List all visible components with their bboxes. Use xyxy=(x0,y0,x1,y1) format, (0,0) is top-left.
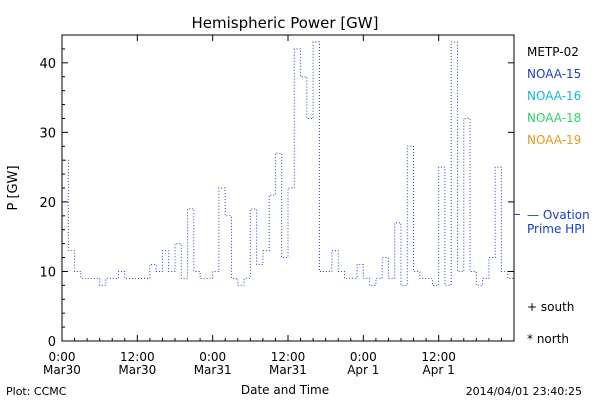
ovation-label: — Ovation Prime HPI xyxy=(527,208,590,236)
footer-timestamp: 2014/04/01 23:40:25 xyxy=(465,385,582,398)
y-tick-label-10: 10 xyxy=(39,265,56,280)
legend-noaa-19: NOAA-19 xyxy=(527,133,582,147)
y-tick-label-30: 30 xyxy=(39,126,56,141)
y-tick-label-20: 20 xyxy=(39,196,56,211)
legend: METP-02 NOAA-15 NOAA-16 NOAA-18 NOAA-19 xyxy=(527,45,581,155)
x-tick-sublabel-2: Mar31 xyxy=(194,363,232,377)
ovation-label-line2: Prime HPI xyxy=(527,222,585,236)
x-tick-label-1: 12:00 xyxy=(120,350,155,364)
plot-frame xyxy=(61,34,515,342)
x-tick-label-4: 0:00 xyxy=(350,350,377,364)
x-tick-label-0: 0:00 xyxy=(49,350,76,364)
y-tick-label-0: 0 xyxy=(48,335,56,350)
ovation-label-line1: — Ovation xyxy=(527,208,590,222)
x-tick-label-2: 0:00 xyxy=(199,350,226,364)
x-tick-sublabel-0: Mar30 xyxy=(43,363,81,377)
x-tick-label-5: 12:00 xyxy=(421,350,456,364)
series-line-0 xyxy=(62,41,514,286)
legend-noaa-18: NOAA-18 xyxy=(527,111,582,125)
x-tick-sublabel-5: Apr 1 xyxy=(423,363,455,377)
x-axis-ticks: 0:00Mar3012:00Mar300:00Mar3112:00Mar310:… xyxy=(43,35,502,377)
y-axis-label: P [GW] xyxy=(6,165,21,210)
series-layer xyxy=(62,41,514,286)
chart-title: Hemispheric Power [GW] xyxy=(192,14,379,32)
y-axis-ticks: 0 10 20 30 40 xyxy=(39,48,514,350)
x-axis-label: Date and Time xyxy=(241,383,329,397)
marker-south: + south xyxy=(527,300,575,314)
x-tick-label-3: 12:00 xyxy=(271,350,306,364)
y-tick-label-40: 40 xyxy=(39,57,56,72)
legend-noaa-15: NOAA-15 xyxy=(527,67,582,81)
legend-metp-02: METP-02 xyxy=(527,45,579,59)
footer-source: Plot: CCMC xyxy=(6,385,67,398)
x-tick-sublabel-3: Mar31 xyxy=(269,363,307,377)
marker-north: * north xyxy=(527,332,570,346)
x-tick-sublabel-4: Apr 1 xyxy=(347,363,379,377)
legend-noaa-16: NOAA-16 xyxy=(527,89,582,103)
x-tick-sublabel-1: Mar30 xyxy=(118,363,156,377)
